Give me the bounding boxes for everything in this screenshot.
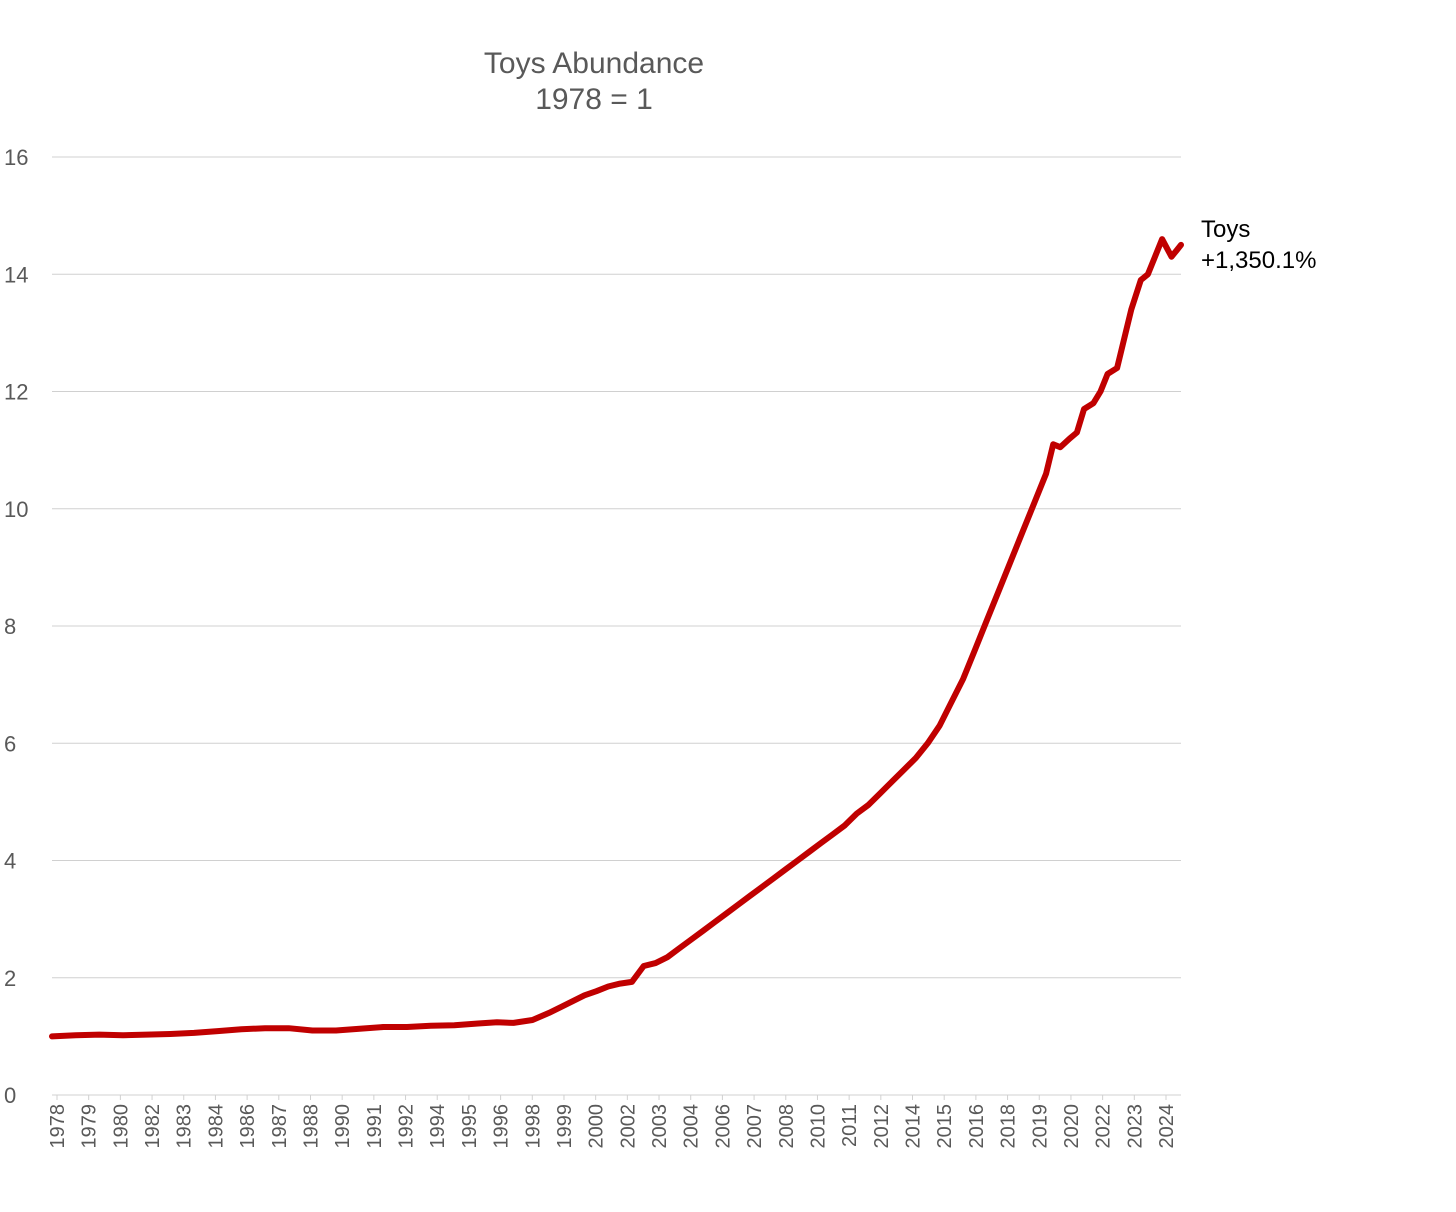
x-tick-label: 1990: [332, 1104, 354, 1149]
x-tick-label: 1995: [459, 1104, 481, 1149]
x-tick-label: 2007: [744, 1104, 766, 1149]
x-tick-label: 2024: [1156, 1104, 1178, 1149]
x-tick-label: 2023: [1124, 1104, 1146, 1149]
x-tick-label: 1992: [396, 1104, 418, 1149]
x-tick-label: 2018: [998, 1104, 1020, 1149]
gridlines: [52, 156, 1181, 1096]
chart-subtitle: 1978 = 1: [535, 83, 653, 116]
x-tick-label: 1996: [491, 1104, 513, 1149]
x-tick-label: 2016: [966, 1104, 988, 1149]
y-tick-label: 0: [4, 1083, 16, 1108]
x-tick-label: 2019: [1029, 1104, 1051, 1149]
x-tick-label: 1994: [427, 1104, 449, 1149]
series-layer: [49, 236, 1184, 1040]
x-tick-label: 2000: [586, 1104, 608, 1149]
x-tick-label: 2012: [871, 1104, 893, 1149]
x-tick-label: 1998: [522, 1104, 544, 1149]
x-tick-label: 2011: [839, 1104, 861, 1147]
x-tick-label: 1988: [300, 1104, 322, 1149]
x-tick-label: 2010: [807, 1104, 829, 1149]
x-tick-label: 2002: [617, 1104, 639, 1149]
x-tick-label: 2014: [903, 1104, 925, 1149]
x-tick-label: 2015: [934, 1104, 956, 1149]
y-tick-label: 16: [4, 145, 28, 170]
x-tick-label: 1987: [269, 1104, 291, 1149]
chart-title: Toys Abundance: [484, 47, 704, 80]
x-tick-label: 2022: [1093, 1104, 1115, 1149]
x-tick-label: 1991: [364, 1104, 386, 1149]
x-tick-label: 1979: [79, 1104, 101, 1149]
series-change-label: +1,350.1%: [1201, 247, 1316, 274]
x-tick-label: 1978: [47, 1104, 69, 1149]
x-tick-label: 2003: [649, 1104, 671, 1149]
series-name-label: Toys: [1201, 216, 1250, 243]
x-tick-label: 2004: [681, 1104, 703, 1149]
y-tick-label: 8: [4, 614, 16, 639]
y-tick-label: 10: [4, 497, 28, 522]
x-tick-label: 1984: [205, 1104, 227, 1149]
x-axis-ticks: 1978 1979 1980 1982 1983 1984 1986 1987 1988 1990…: [47, 1095, 1178, 1149]
x-tick-label: 1983: [174, 1104, 196, 1149]
x-tick-label: 2008: [776, 1104, 798, 1149]
series-line-toys: [49, 236, 1184, 1040]
x-tick-label: 2020: [1061, 1104, 1083, 1149]
x-tick-label: 1982: [142, 1104, 164, 1149]
x-tick-label: 2006: [712, 1104, 734, 1149]
x-tick-label: 1980: [110, 1104, 132, 1149]
y-tick-label: 2: [4, 966, 16, 991]
x-tick-label: 1999: [554, 1104, 576, 1149]
y-tick-label: 14: [4, 262, 28, 287]
x-tick-label: 1986: [237, 1104, 259, 1149]
y-tick-label: 6: [4, 731, 16, 756]
y-tick-label: 12: [4, 380, 28, 405]
y-axis-ticks: 0 2 4 6 8 10 12 14 16: [4, 145, 28, 1108]
y-tick-label: 4: [4, 849, 16, 874]
